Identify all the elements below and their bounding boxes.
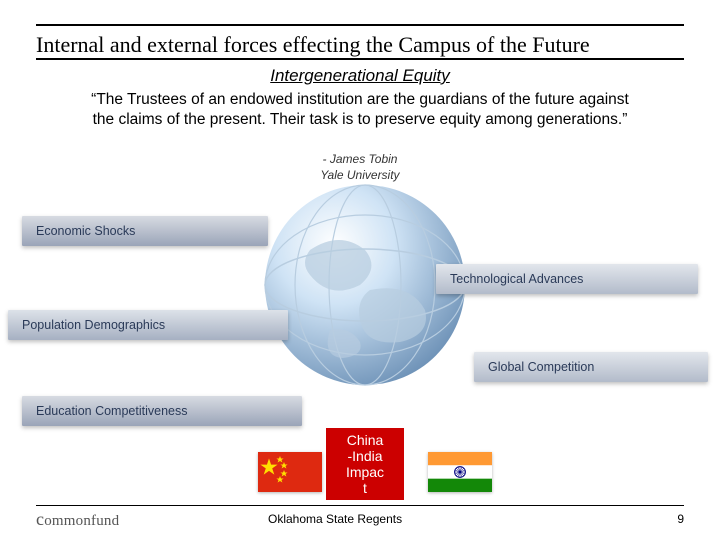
bar-label: Economic Shocks xyxy=(36,224,135,238)
page-number: 9 xyxy=(677,512,684,526)
bar-label: Education Competitiveness xyxy=(36,404,187,418)
footer-rule xyxy=(36,505,684,506)
callout-line4: t xyxy=(326,480,404,496)
commonfund-logo: commonfund xyxy=(36,509,119,530)
title-underline xyxy=(36,58,684,60)
pull-quote: “The Trustees of an endowed institution … xyxy=(90,90,630,130)
footer-text: Oklahoma State Regents xyxy=(268,512,402,526)
india-flag-icon xyxy=(428,452,492,492)
slide-title: Internal and external forces effecting t… xyxy=(36,32,590,58)
quote-attribution: - James Tobin Yale University xyxy=(0,152,720,183)
force-bar-economic-shocks: Economic Shocks xyxy=(22,216,268,246)
bar-label: Population Demographics xyxy=(22,318,165,332)
force-bar-technological-advances: Technological Advances xyxy=(436,264,698,294)
force-bar-population-demographics: Population Demographics xyxy=(8,310,288,340)
bar-label: Technological Advances xyxy=(450,272,583,286)
callout-line1: China xyxy=(326,432,404,448)
callout-line2: -India xyxy=(326,448,404,464)
china-flag-icon xyxy=(258,452,322,492)
china-india-callout: China -India Impac t xyxy=(326,428,404,500)
subtitle: Intergenerational Equity xyxy=(0,66,720,86)
slide: Internal and external forces effecting t… xyxy=(0,0,720,540)
bar-label: Global Competition xyxy=(488,360,594,374)
force-bar-education-competitiveness: Education Competitiveness xyxy=(22,396,302,426)
top-rule xyxy=(36,24,684,26)
attribution-author: - James Tobin xyxy=(323,152,398,166)
force-bar-global-competition: Global Competition xyxy=(474,352,708,382)
callout-line3: Impac xyxy=(326,464,404,480)
logo-text: ommonfund xyxy=(44,513,119,529)
